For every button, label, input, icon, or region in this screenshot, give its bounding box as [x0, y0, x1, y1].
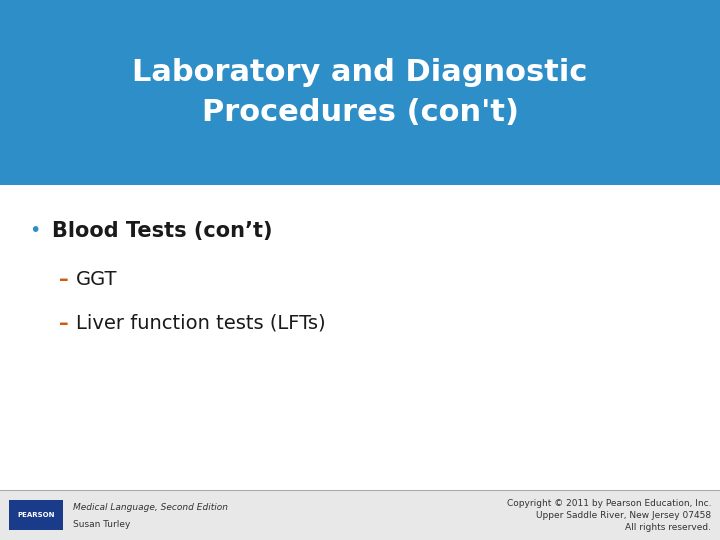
Text: –: –: [59, 269, 68, 289]
Bar: [0, 490, 720, 540]
Text: Susan Turley: Susan Turley: [73, 520, 131, 529]
Text: Medical Language, Second Edition: Medical Language, Second Edition: [73, 503, 228, 511]
Text: Copyright © 2011 by Pearson Education, Inc.: Copyright © 2011 by Pearson Education, I…: [507, 499, 711, 508]
Text: –: –: [59, 314, 68, 333]
Text: Liver function tests (LFTs): Liver function tests (LFTs): [76, 314, 325, 333]
Bar: [9, 500, 63, 530]
Text: Upper Saddle River, New Jersey 07458: Upper Saddle River, New Jersey 07458: [536, 511, 711, 519]
Text: •: •: [29, 221, 40, 240]
Text: Blood Tests (con’t): Blood Tests (con’t): [52, 220, 272, 241]
Text: Procedures (con't): Procedures (con't): [202, 98, 518, 127]
Text: PEARSON: PEARSON: [17, 512, 55, 518]
Text: Laboratory and Diagnostic: Laboratory and Diagnostic: [132, 58, 588, 86]
Text: GGT: GGT: [76, 269, 117, 289]
Text: All rights reserved.: All rights reserved.: [626, 523, 711, 531]
Bar: [0, 0, 720, 185]
